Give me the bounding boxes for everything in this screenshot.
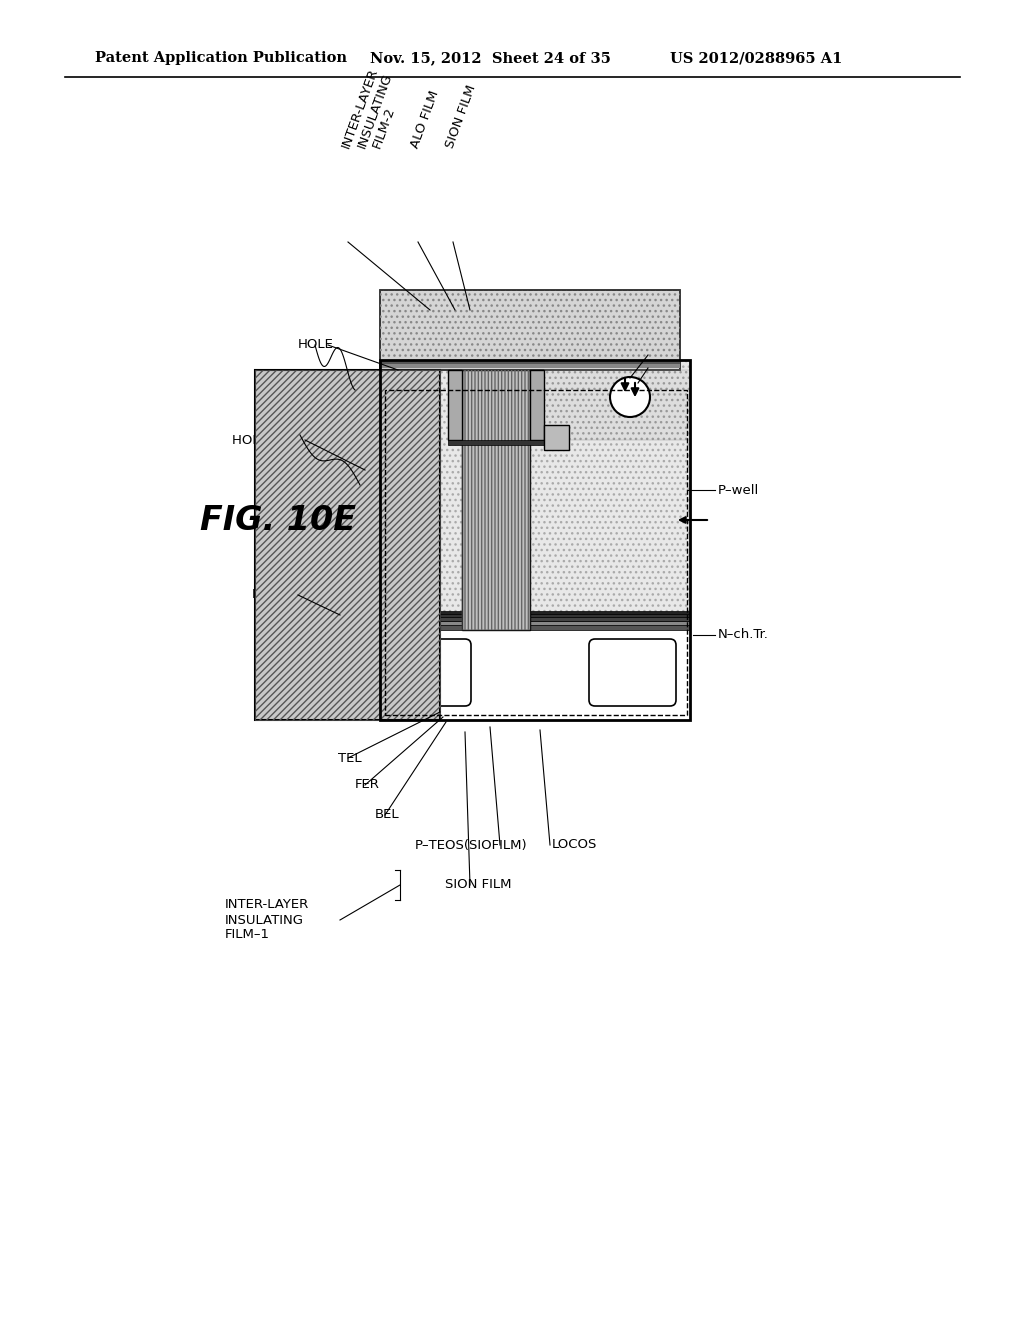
Bar [530, 370, 544, 440]
Text: INSULATING: INSULATING [225, 913, 304, 927]
Bar [380, 360, 690, 719]
Text: ALO FILM: ALO FILM [409, 88, 441, 150]
Text: INTER-LAYER: INTER-LAYER [225, 899, 309, 912]
Bar [449, 370, 462, 440]
Text: FIG. 10E: FIG. 10E [200, 504, 356, 537]
Bar [544, 370, 690, 440]
FancyBboxPatch shape [589, 639, 676, 706]
Bar [380, 620, 690, 624]
Text: FER: FER [355, 779, 380, 792]
Bar [380, 364, 680, 368]
Bar [380, 614, 690, 616]
Text: HOLE PATTERN: HOLE PATTERN [232, 433, 331, 446]
Bar [380, 360, 680, 364]
Bar [380, 360, 690, 624]
Bar [544, 370, 690, 440]
Bar [380, 616, 690, 620]
Text: SION FILM: SION FILM [445, 879, 512, 891]
Text: INSULATING: INSULATING [355, 71, 394, 150]
Text: HOLE: HOLE [298, 338, 334, 351]
Text: N–ch.Tr.: N–ch.Tr. [718, 628, 769, 642]
Text: AS+: AS+ [650, 346, 679, 359]
Text: TEL: TEL [338, 751, 361, 764]
Bar [255, 370, 440, 719]
Bar [380, 360, 690, 719]
Circle shape [610, 378, 650, 417]
Text: FILM-2: FILM-2 [370, 106, 397, 150]
Text: RESIST: RESIST [252, 589, 298, 602]
Bar [380, 611, 690, 614]
Bar [255, 370, 440, 719]
Bar [380, 640, 690, 719]
Bar [462, 370, 530, 630]
Text: P–well: P–well [718, 483, 759, 496]
Text: Nov. 15, 2012  Sheet 24 of 35: Nov. 15, 2012 Sheet 24 of 35 [370, 51, 611, 65]
Text: INTER-LAYER: INTER-LAYER [339, 66, 380, 150]
Bar [380, 290, 680, 370]
Bar [449, 440, 544, 445]
Bar [462, 370, 530, 630]
Text: SION FILM: SION FILM [443, 83, 479, 150]
Bar [380, 630, 690, 719]
Text: BEL: BEL [375, 808, 399, 821]
Text: Patent Application Publication: Patent Application Publication [95, 51, 347, 65]
Bar [380, 624, 690, 630]
Bar [380, 360, 690, 624]
Text: FILM–1: FILM–1 [225, 928, 270, 941]
Bar [544, 425, 569, 450]
Text: LOCOS: LOCOS [552, 838, 597, 851]
Text: P–TEOS(SIOFILM): P–TEOS(SIOFILM) [415, 838, 527, 851]
Text: US 2012/0288965 A1: US 2012/0288965 A1 [670, 51, 843, 65]
Text: B+: B+ [650, 362, 670, 375]
Bar [380, 290, 680, 370]
FancyBboxPatch shape [384, 639, 471, 706]
Bar [385, 389, 687, 715]
